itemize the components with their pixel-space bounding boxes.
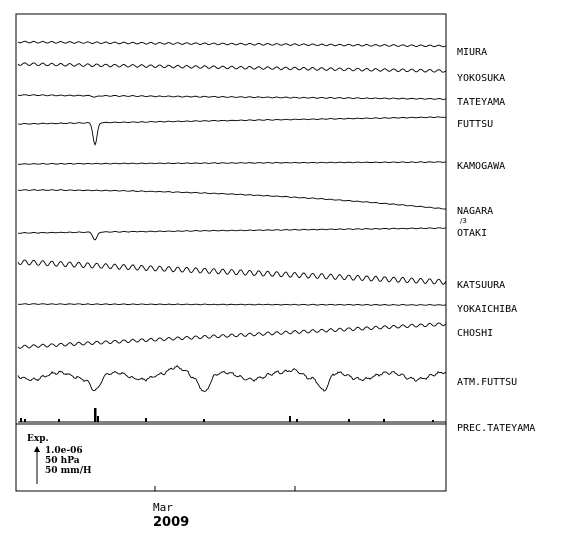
trace-tateyama bbox=[17, 94, 447, 100]
scale-line-3: 50 mm/H bbox=[45, 466, 92, 476]
station-label-nagara: NAGARA bbox=[457, 206, 493, 217]
scale-arrow-icon bbox=[34, 446, 40, 452]
station-scale-note: /3 bbox=[460, 217, 467, 225]
precip-bar bbox=[348, 419, 350, 422]
station-labels: MIURA YOKOSUKA TATEYAMA FUTTSU KAMOGAWA NAGAR… bbox=[457, 47, 535, 434]
scale-title: Exp. bbox=[27, 434, 49, 444]
trace-yokosuka bbox=[17, 62, 447, 73]
trace-yokaichiba bbox=[17, 303, 447, 306]
scale-legend: Exp. 1.0e-06 50 hPa 50 mm/H bbox=[27, 434, 92, 484]
station-label-kamogawa: KAMOGAWA bbox=[457, 161, 505, 172]
precip-bar bbox=[145, 418, 147, 422]
scale-line-2: 50 hPa bbox=[45, 456, 80, 466]
station-label-yokaichiba: YOKAICHIBA bbox=[457, 304, 517, 315]
station-label-miura: MIURA bbox=[457, 47, 487, 58]
x-tick-label: Mar bbox=[153, 501, 173, 514]
trace-kamogawa bbox=[17, 161, 447, 165]
station-label-futtsu: FUTTSU bbox=[457, 119, 493, 130]
trace-otaki bbox=[17, 227, 447, 241]
precip-bar bbox=[20, 418, 22, 422]
trace-atm-futtsu bbox=[17, 365, 447, 392]
station-label-prec-tateyama: PREC.TATEYAMA bbox=[457, 423, 535, 434]
precip-bar bbox=[383, 419, 385, 422]
trace-futtsu bbox=[17, 116, 447, 147]
trace-miura bbox=[17, 40, 447, 48]
station-label-atm-futtsu: ATM.FUTTSU bbox=[457, 377, 517, 388]
plot-frame bbox=[15, 13, 447, 492]
trace-group bbox=[17, 40, 447, 423]
station-label-katsuura: KATSUURA bbox=[457, 280, 505, 291]
precip-bar bbox=[296, 419, 298, 422]
precip-bar bbox=[94, 408, 97, 422]
precip-bar bbox=[24, 419, 26, 422]
x-year-label: 2009 bbox=[153, 515, 189, 530]
station-label-yokosuka: YOKOSUKA bbox=[457, 73, 505, 84]
precip-bar bbox=[97, 416, 99, 422]
trace-katsuura bbox=[17, 259, 447, 285]
station-label-otaki: OTAKI bbox=[457, 228, 487, 239]
trace-nagara bbox=[17, 189, 447, 210]
scale-line-1: 1.0e-06 bbox=[45, 446, 83, 456]
precip-bar bbox=[58, 419, 60, 422]
trace-choshi bbox=[17, 322, 447, 349]
precip-bar bbox=[289, 416, 291, 422]
station-label-choshi: CHOSHI bbox=[457, 328, 493, 339]
precip-bar bbox=[432, 420, 434, 422]
station-label-tateyama: TATEYAMA bbox=[457, 97, 505, 108]
precip-bar bbox=[203, 419, 205, 422]
